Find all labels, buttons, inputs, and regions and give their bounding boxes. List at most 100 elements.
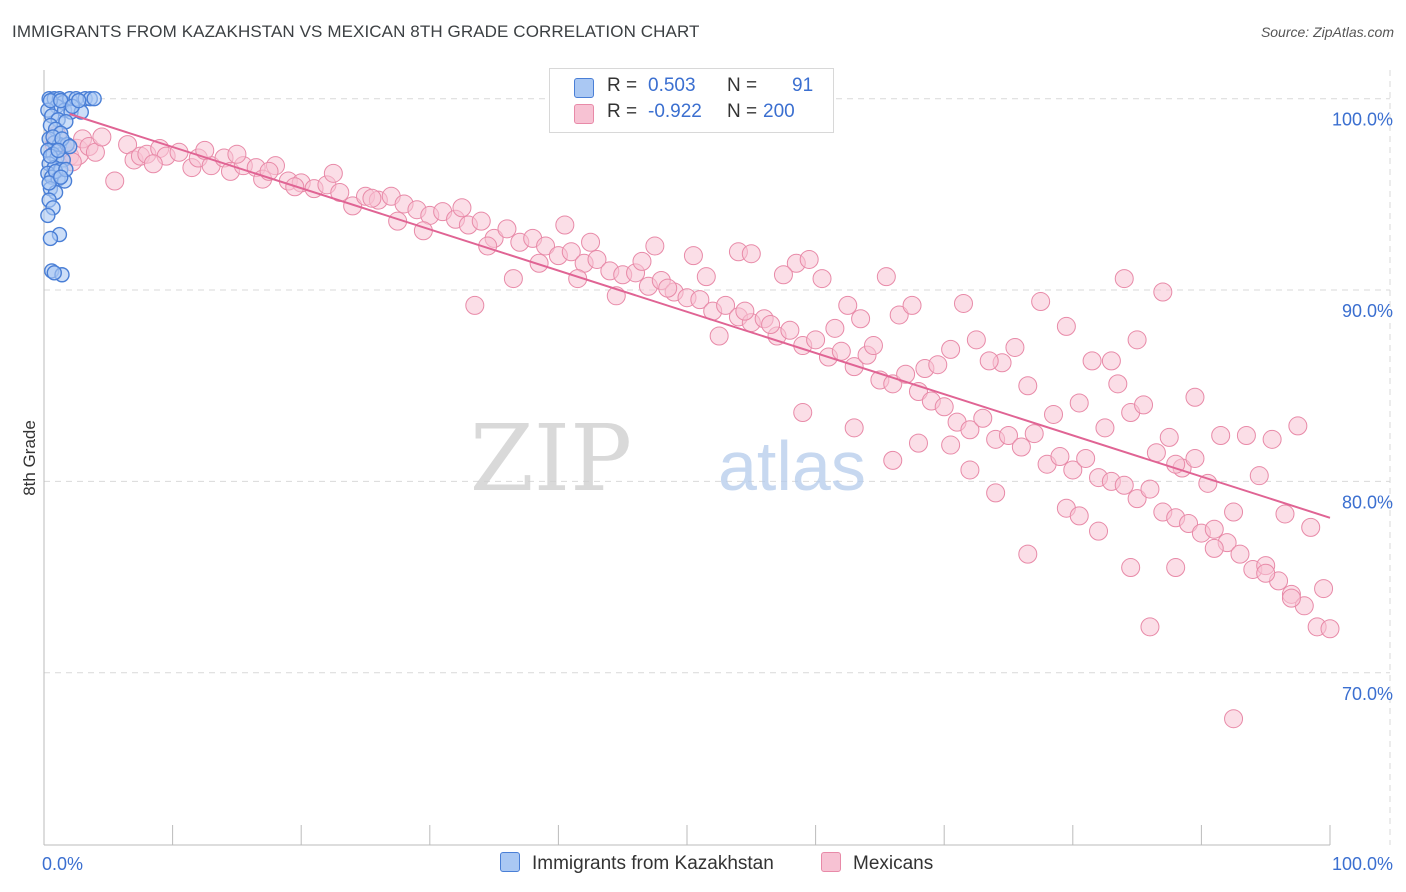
mexicans-point: [497, 219, 517, 239]
mexicans-point: [1204, 538, 1224, 558]
mexicans-point: [1127, 330, 1147, 350]
mexicans-point: [851, 309, 871, 329]
mexicans-point: [1089, 521, 1109, 541]
r-value: 0.503: [648, 75, 696, 96]
mexicans-point: [1249, 466, 1269, 486]
mexicans-point: [941, 339, 961, 359]
mexicans-point: [863, 336, 883, 356]
y-axis-label: 8th Grade: [20, 420, 39, 496]
mexicans-point: [452, 198, 472, 218]
y-tick-label: 80.0%: [1342, 492, 1393, 512]
mexicans-point: [1018, 544, 1038, 564]
mexicans-point: [773, 265, 793, 285]
mexicans-point: [1281, 588, 1301, 608]
mexicans-point: [735, 301, 755, 321]
mexicans-point: [876, 267, 896, 287]
kazakhstan-swatch: [500, 852, 520, 872]
mexicans-point: [934, 397, 954, 417]
mexicans-point: [889, 305, 909, 325]
kazakhstan-point: [86, 91, 102, 107]
mexicans-point: [1140, 479, 1160, 499]
mexicans-point: [844, 418, 864, 438]
legend-label: Mexicans: [853, 853, 934, 874]
tick-labels: 70.0% 80.0% 90.0% 100.0% 0.0% 100.0% 8th Grade: [20, 110, 1393, 874]
mexicans-point: [1134, 395, 1154, 415]
mexicans-point: [1114, 269, 1134, 289]
chart-title: IMMIGRANTS FROM KAZAKHSTAN VS MEXICAN 8T…: [12, 22, 700, 41]
mexicans-point: [1076, 448, 1096, 468]
mexicans-point: [581, 232, 601, 252]
mexicans-point: [503, 269, 523, 289]
mexicans-point: [1114, 475, 1134, 495]
mexicans-point: [1050, 447, 1070, 467]
x-tick-label: 0.0%: [42, 854, 83, 874]
r-label: R =: [607, 75, 638, 96]
mexicans-point: [1224, 502, 1244, 522]
legend-row-kazakhstan: R = 0.503 N = 91: [550, 75, 833, 101]
mexicans-point: [465, 295, 485, 315]
mexicans-point: [1018, 376, 1038, 396]
mexicans-point: [1095, 418, 1115, 438]
mexicans-point: [973, 408, 993, 428]
kazakhstan-swatch: [574, 78, 594, 98]
mexicans-point: [1159, 427, 1179, 447]
mexicans-point: [1063, 460, 1083, 480]
mexicans-point: [966, 330, 986, 350]
mexicans-point: [362, 188, 382, 208]
mexicans-point: [709, 326, 729, 346]
mexicans-point: [793, 403, 813, 423]
axes-layer: [43, 70, 1331, 846]
source-label: Source: ZipAtlas.com: [1260, 24, 1394, 40]
mexicans-point: [1185, 448, 1205, 468]
mexicans-point: [986, 483, 1006, 503]
mexicans-point: [780, 320, 800, 340]
mexicans-point: [1121, 558, 1141, 578]
legend-box: R = 0.503 N = 91 R = -0.922 N = 200: [549, 68, 834, 133]
mexicans-point: [1044, 404, 1064, 424]
y-tick-label: 90.0%: [1342, 301, 1393, 321]
mexicans-point: [960, 460, 980, 480]
mexicans-point: [1236, 425, 1256, 445]
mexicans-point: [1179, 514, 1199, 534]
mexicans-point: [1082, 351, 1102, 371]
r-value: -0.922: [648, 101, 702, 122]
watermark-atlas: atlas: [718, 427, 866, 505]
watermark-zip: ZIP: [470, 405, 632, 512]
mexicans-point: [568, 269, 588, 289]
mexicans-point: [825, 318, 845, 338]
mexicans-point: [587, 249, 607, 269]
n-value: 91: [792, 75, 814, 96]
mexicans-point: [143, 154, 163, 174]
mexicans-point: [471, 211, 491, 231]
n-value: 200: [763, 101, 795, 122]
r-label: R =: [607, 101, 638, 122]
y-tick-label: 70.0%: [1342, 684, 1393, 704]
mexicans-swatch: [574, 104, 594, 124]
mexicans-point: [1275, 504, 1295, 524]
mexicans-point: [1224, 709, 1244, 729]
trend-layer: [69, 113, 1331, 519]
y-tick-label: 100.0%: [1332, 110, 1393, 130]
mexicans-point: [1204, 519, 1224, 539]
mexicans-point: [1256, 563, 1276, 583]
mexicans-point: [1262, 429, 1282, 449]
kazakhstan-points: [40, 91, 102, 283]
mexicans-point: [1024, 424, 1044, 444]
mexicans-point: [658, 278, 678, 298]
kazakhstan-point: [53, 169, 69, 185]
mexicans-point: [632, 251, 652, 271]
mexicans-point: [1031, 292, 1051, 312]
mexicans-point: [645, 236, 665, 256]
mexicans-point: [741, 244, 761, 264]
mexicans-point: [1005, 337, 1025, 357]
mexicans-point: [1153, 282, 1173, 302]
mexicans-point: [1288, 416, 1308, 436]
mexicans-point: [92, 127, 112, 147]
mexicans-point: [812, 269, 832, 289]
mexicans-point: [941, 435, 961, 455]
kazakhstan-point: [46, 265, 62, 281]
mexicans-point: [1146, 443, 1166, 463]
mexicans-point: [323, 163, 343, 183]
mexicans-point: [555, 215, 575, 235]
